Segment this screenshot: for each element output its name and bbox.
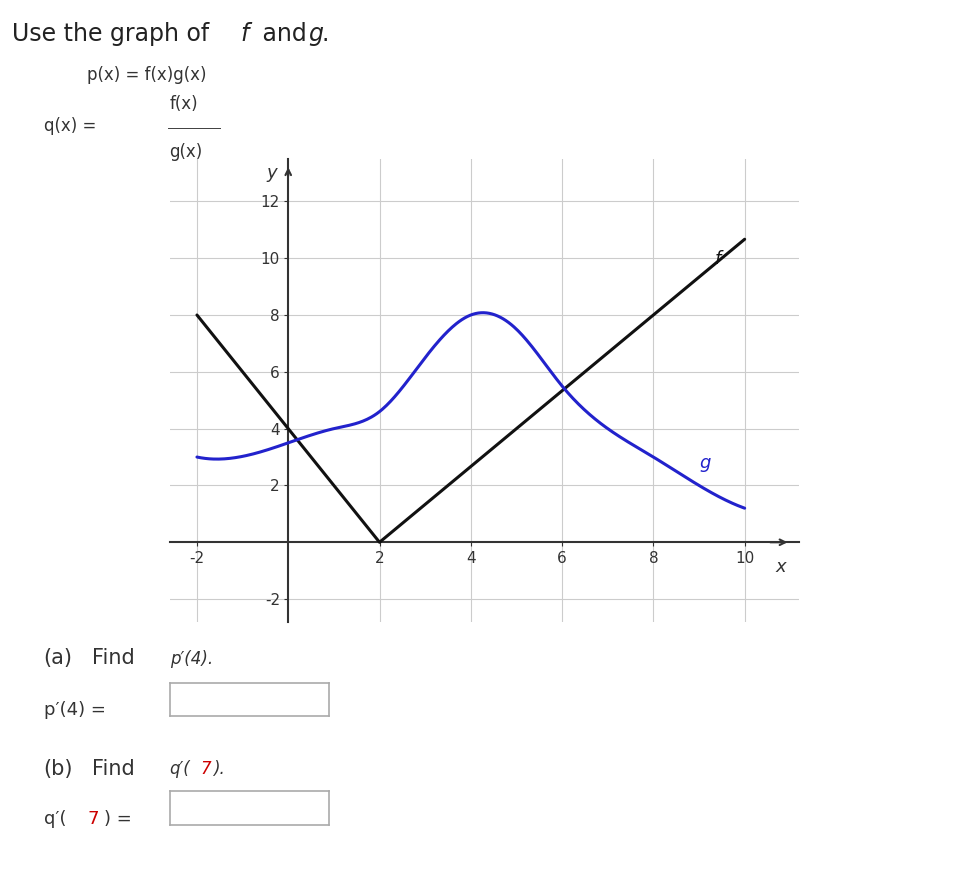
Text: p′(4) =: p′(4) = [44,701,106,719]
Text: q(x) =: q(x) = [44,117,101,135]
Text: p′(4).: p′(4). [170,650,213,668]
Text: f(x): f(x) [170,95,199,113]
Text: Find: Find [92,759,135,779]
Text: ) =: ) = [104,810,132,827]
Text: (a): (a) [44,648,73,669]
Text: q′(: q′( [170,760,190,778]
Text: x: x [776,558,787,576]
Text: 7: 7 [87,810,99,827]
Text: and: and [255,22,314,46]
Text: ).: ). [213,760,225,778]
Text: Use the graph of: Use the graph of [12,22,216,46]
Text: q′(: q′( [44,810,66,827]
Text: 7: 7 [201,760,211,778]
Text: f: f [240,22,249,46]
Text: g(x): g(x) [170,143,203,161]
Text: g: g [308,22,323,46]
Text: (b): (b) [44,759,73,779]
Text: .: . [322,22,329,46]
Text: Find: Find [92,648,135,669]
Text: g: g [699,454,710,473]
Text: y: y [266,164,277,182]
Text: f: f [715,250,721,268]
Text: p(x) = f(x)g(x): p(x) = f(x)g(x) [87,66,206,84]
